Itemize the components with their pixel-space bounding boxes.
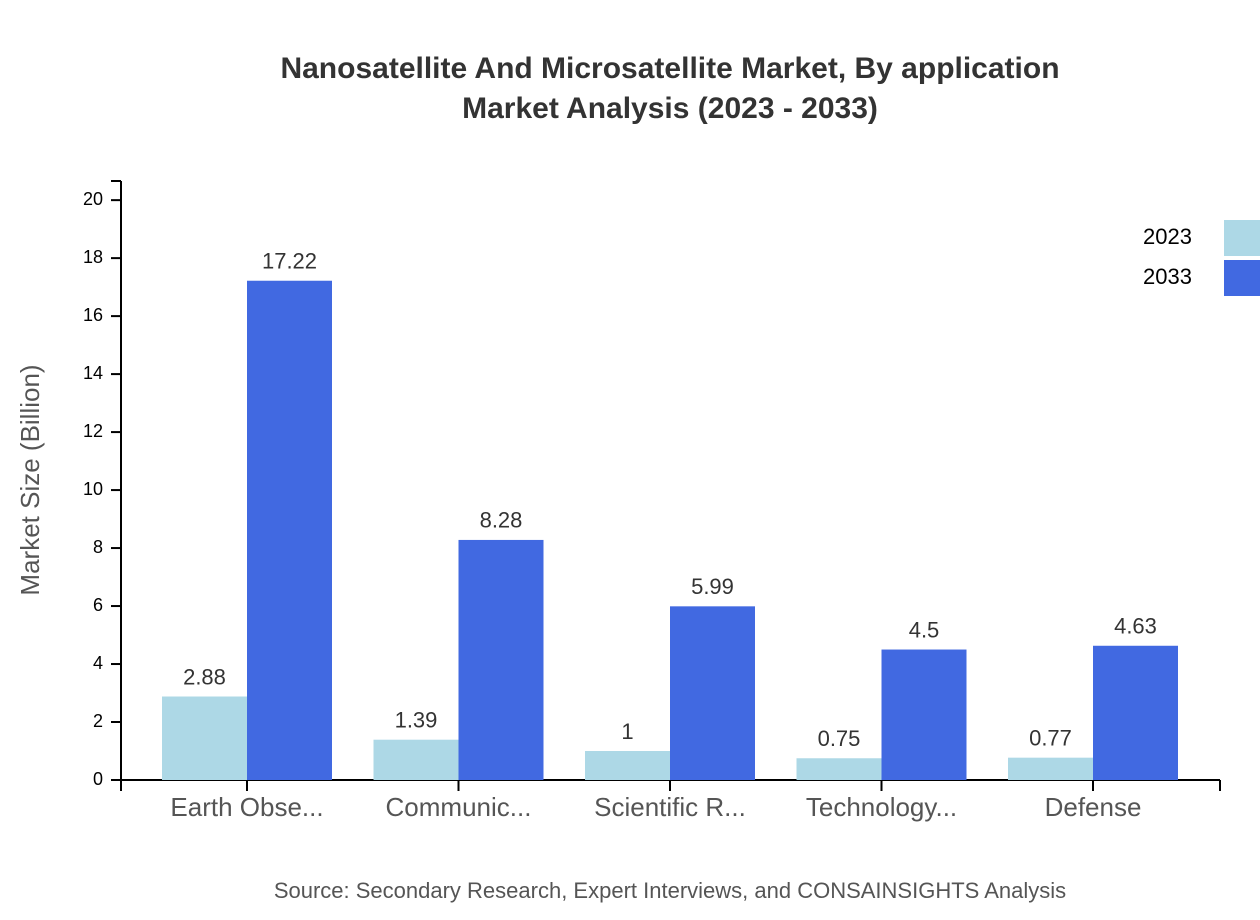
value-label: 4.5 xyxy=(909,617,940,642)
value-label: 5.99 xyxy=(691,574,734,599)
bar xyxy=(585,751,670,780)
y-tick-label: 8 xyxy=(93,537,103,557)
y-tick-label: 12 xyxy=(83,421,103,441)
bar xyxy=(796,758,882,780)
bar xyxy=(1008,757,1093,780)
bar xyxy=(881,649,967,780)
y-tick-label: 6 xyxy=(93,595,103,615)
chart-subtitle: Market Analysis (2023 - 2033) xyxy=(462,92,878,125)
x-tick-label: Technology... xyxy=(806,792,957,822)
y-tick-label: 0 xyxy=(93,769,103,789)
y-axis-label: Market Size (Billion) xyxy=(15,364,45,595)
x-tick-label: Scientific R... xyxy=(594,792,746,822)
y-tick-label: 14 xyxy=(83,363,103,383)
x-tick-label: Earth Obse... xyxy=(170,792,323,822)
y-tick-label: 2 xyxy=(93,711,103,731)
y-tick-label: 18 xyxy=(83,247,103,267)
y-tick-label: 4 xyxy=(93,653,103,673)
value-label: 0.77 xyxy=(1029,725,1072,750)
value-label: 2.88 xyxy=(183,664,226,689)
bar xyxy=(670,606,755,780)
bar xyxy=(1093,645,1178,780)
value-label: 8.28 xyxy=(480,508,523,533)
legend-swatch xyxy=(1224,220,1260,256)
x-tick-label: Defense xyxy=(1045,792,1142,822)
bar xyxy=(373,739,459,780)
bar xyxy=(247,280,332,780)
y-tick-label: 20 xyxy=(83,189,103,209)
x-tick-label: Communic... xyxy=(386,792,532,822)
legend-label: 2033 xyxy=(1143,264,1192,289)
legend-swatch xyxy=(1224,260,1260,296)
value-label: 17.22 xyxy=(262,249,317,274)
value-label: 1 xyxy=(621,719,633,744)
value-label: 4.63 xyxy=(1114,614,1157,639)
legend-label: 2023 xyxy=(1143,224,1192,249)
chart-title: Nanosatellite And Microsatellite Market,… xyxy=(280,52,1059,85)
bar xyxy=(162,696,247,780)
y-tick-label: 16 xyxy=(83,305,103,325)
value-label: 1.39 xyxy=(395,708,438,733)
bar xyxy=(458,539,544,780)
value-label: 0.75 xyxy=(818,726,861,751)
source-note: Source: Secondary Research, Expert Inter… xyxy=(274,878,1066,903)
y-tick-label: 10 xyxy=(83,479,103,499)
